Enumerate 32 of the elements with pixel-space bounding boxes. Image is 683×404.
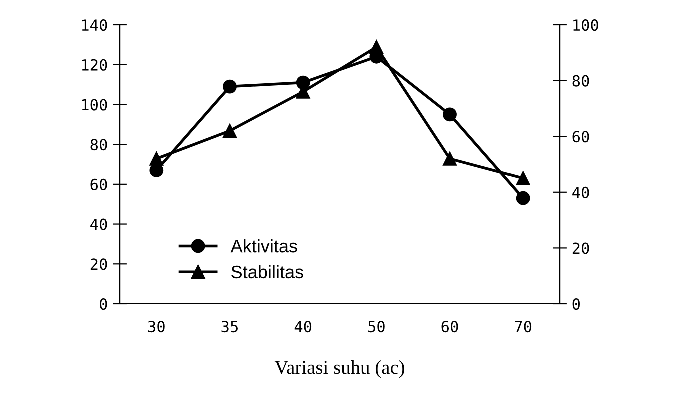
legend-label: Aktivitas [230,239,298,253]
point [443,152,457,166]
x-tick-label: 60 [442,321,458,333]
x-axis-title: Variasi suhu (ac) [274,360,404,378]
y2-tick-label: 20 [572,242,590,254]
y-tick-label: 60 [90,178,108,190]
y-tick-label: 100 [82,99,108,111]
y2-tick-label: 80 [572,75,590,87]
y-tick-label: 40 [90,218,108,230]
x-tick-label: 70 [515,321,532,333]
point [516,172,530,186]
y-tick-label: 120 [82,59,108,71]
point [296,76,310,90]
point [223,80,237,94]
x-tick-label: 50 [368,321,385,333]
point [516,191,530,206]
legend-label: Stabilitas [232,265,304,279]
x-tick-label: 30 [148,321,165,333]
point [150,152,164,166]
x-tick-label: 35 [222,321,238,333]
y-tick-label: 80 [90,139,108,151]
point [223,124,237,138]
x-tick-label: 40 [294,321,312,333]
y2-tick-label: 40 [572,186,590,198]
y-tick-label: 140 [82,20,108,32]
y2-tick-label: 100 [574,20,598,32]
point [443,108,457,122]
point [370,40,384,54]
y2-tick-label: 60 [572,131,590,143]
y-tick-label: 0 [100,298,108,310]
y-tick-label: 20 [90,258,108,270]
y2-tick-label: 0 [572,298,580,310]
